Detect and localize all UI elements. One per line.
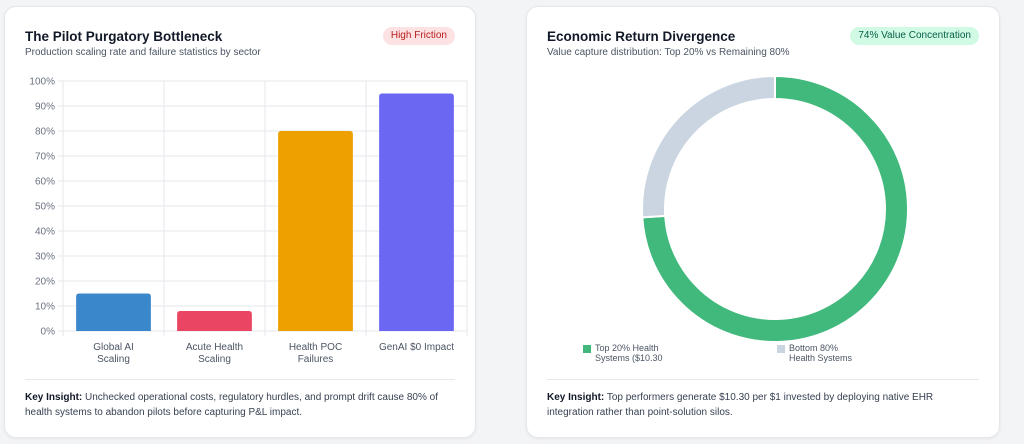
x-tick-label: Scaling xyxy=(97,354,130,365)
insight-label: Key Insight: xyxy=(547,392,605,403)
status-badge: High Friction xyxy=(382,27,455,45)
insight-text: Unchecked operational costs, regulatory … xyxy=(25,392,438,418)
bar-chart-card: The Pilot Purgatory Bottleneck Productio… xyxy=(4,6,476,438)
bar[interactable] xyxy=(177,311,252,331)
x-tick-label: Failures xyxy=(298,354,334,365)
key-insight: Key Insight: Unchecked operational costs… xyxy=(25,390,455,420)
x-tick-label: Health POC xyxy=(289,342,342,353)
legend-label-line2: Health Systems xyxy=(789,353,853,363)
insight-label: Key Insight: xyxy=(25,392,83,403)
x-tick-label: Acute Health xyxy=(186,342,243,353)
y-tick-label: 0% xyxy=(41,327,56,338)
doughnut-slice[interactable] xyxy=(641,74,909,343)
y-tick-label: 90% xyxy=(35,102,55,113)
legend-label-line2: Systems ($10.30 xyxy=(595,353,663,363)
card-title: The Pilot Purgatory Bottleneck xyxy=(25,29,223,44)
legend-label-line1: Bottom 80% xyxy=(789,343,839,353)
x-tick-label: Global AI xyxy=(93,342,134,353)
y-tick-label: 10% xyxy=(35,302,55,313)
divider xyxy=(25,379,455,380)
legend-swatch xyxy=(583,345,591,353)
y-tick-label: 80% xyxy=(35,127,55,138)
bar-chart: 0% 10% 20% 30% 40% 50% 60% 70% 80% 90% 100% Global … xyxy=(29,77,468,365)
bar[interactable] xyxy=(278,131,353,331)
legend-item-top[interactable]: Top 20% Health Systems ($10.30 xyxy=(583,343,695,363)
x-tick-label: GenAI $0 Impact xyxy=(379,342,454,353)
card-title: Economic Return Divergence xyxy=(547,29,736,44)
y-tick-label: 100% xyxy=(29,77,55,88)
key-insight: Key Insight: Top performers generate $10… xyxy=(547,390,979,420)
divider xyxy=(547,379,979,380)
legend-swatch xyxy=(777,345,785,353)
y-tick-label: 60% xyxy=(35,177,55,188)
card-subtitle: Production scaling rate and failure stat… xyxy=(25,47,261,58)
card-subtitle: Value capture distribution: Top 20% vs R… xyxy=(547,47,790,58)
bar[interactable] xyxy=(76,293,151,332)
doughnut-slice[interactable] xyxy=(641,74,776,219)
bar[interactable] xyxy=(379,93,454,332)
legend-label-line1: Top 20% Health xyxy=(595,343,659,353)
doughnut-chart xyxy=(641,74,909,343)
y-tick-label: 50% xyxy=(35,202,55,213)
insight-text: Top performers generate $10.30 per $1 in… xyxy=(547,392,934,418)
x-tick-label: Scaling xyxy=(198,354,231,365)
y-tick-label: 20% xyxy=(35,277,55,288)
y-tick-label: 70% xyxy=(35,152,55,163)
y-tick-label: 30% xyxy=(35,252,55,263)
chart-legend: Top 20% Health Systems ($10.30 Bottom 80… xyxy=(527,343,1001,365)
legend-item-bottom[interactable]: Bottom 80% Health Systems xyxy=(777,343,889,363)
y-tick-label: 40% xyxy=(35,227,55,238)
status-badge: 74% Value Concentration xyxy=(850,27,979,45)
doughnut-chart-card: Economic Return Divergence Value capture… xyxy=(526,6,1000,438)
